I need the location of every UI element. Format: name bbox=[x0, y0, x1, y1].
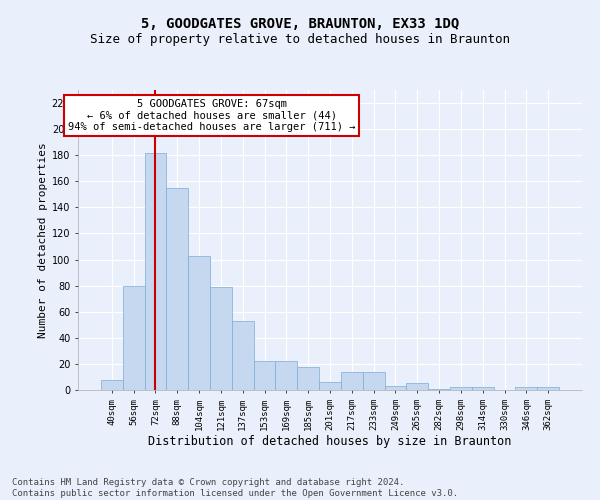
Bar bbox=[515, 388, 537, 390]
Bar bbox=[188, 256, 210, 390]
Bar bbox=[297, 366, 319, 390]
Bar bbox=[341, 372, 363, 390]
Text: 5 GOODGATES GROVE: 67sqm
← 6% of detached houses are smaller (44)
94% of semi-de: 5 GOODGATES GROVE: 67sqm ← 6% of detache… bbox=[68, 99, 355, 132]
Bar bbox=[472, 388, 494, 390]
Bar bbox=[428, 388, 450, 390]
Bar bbox=[123, 286, 145, 390]
Text: Contains HM Land Registry data © Crown copyright and database right 2024.
Contai: Contains HM Land Registry data © Crown c… bbox=[12, 478, 458, 498]
Bar bbox=[232, 321, 254, 390]
Text: Size of property relative to detached houses in Braunton: Size of property relative to detached ho… bbox=[90, 32, 510, 46]
Bar bbox=[385, 386, 406, 390]
Bar bbox=[406, 384, 428, 390]
Bar bbox=[450, 388, 472, 390]
Y-axis label: Number of detached properties: Number of detached properties bbox=[38, 142, 47, 338]
Bar bbox=[166, 188, 188, 390]
Bar bbox=[254, 362, 275, 390]
Bar bbox=[537, 388, 559, 390]
Bar bbox=[145, 152, 166, 390]
Text: 5, GOODGATES GROVE, BRAUNTON, EX33 1DQ: 5, GOODGATES GROVE, BRAUNTON, EX33 1DQ bbox=[141, 18, 459, 32]
X-axis label: Distribution of detached houses by size in Braunton: Distribution of detached houses by size … bbox=[148, 436, 512, 448]
Bar bbox=[275, 362, 297, 390]
Bar bbox=[210, 287, 232, 390]
Bar bbox=[319, 382, 341, 390]
Bar bbox=[101, 380, 123, 390]
Bar bbox=[363, 372, 385, 390]
